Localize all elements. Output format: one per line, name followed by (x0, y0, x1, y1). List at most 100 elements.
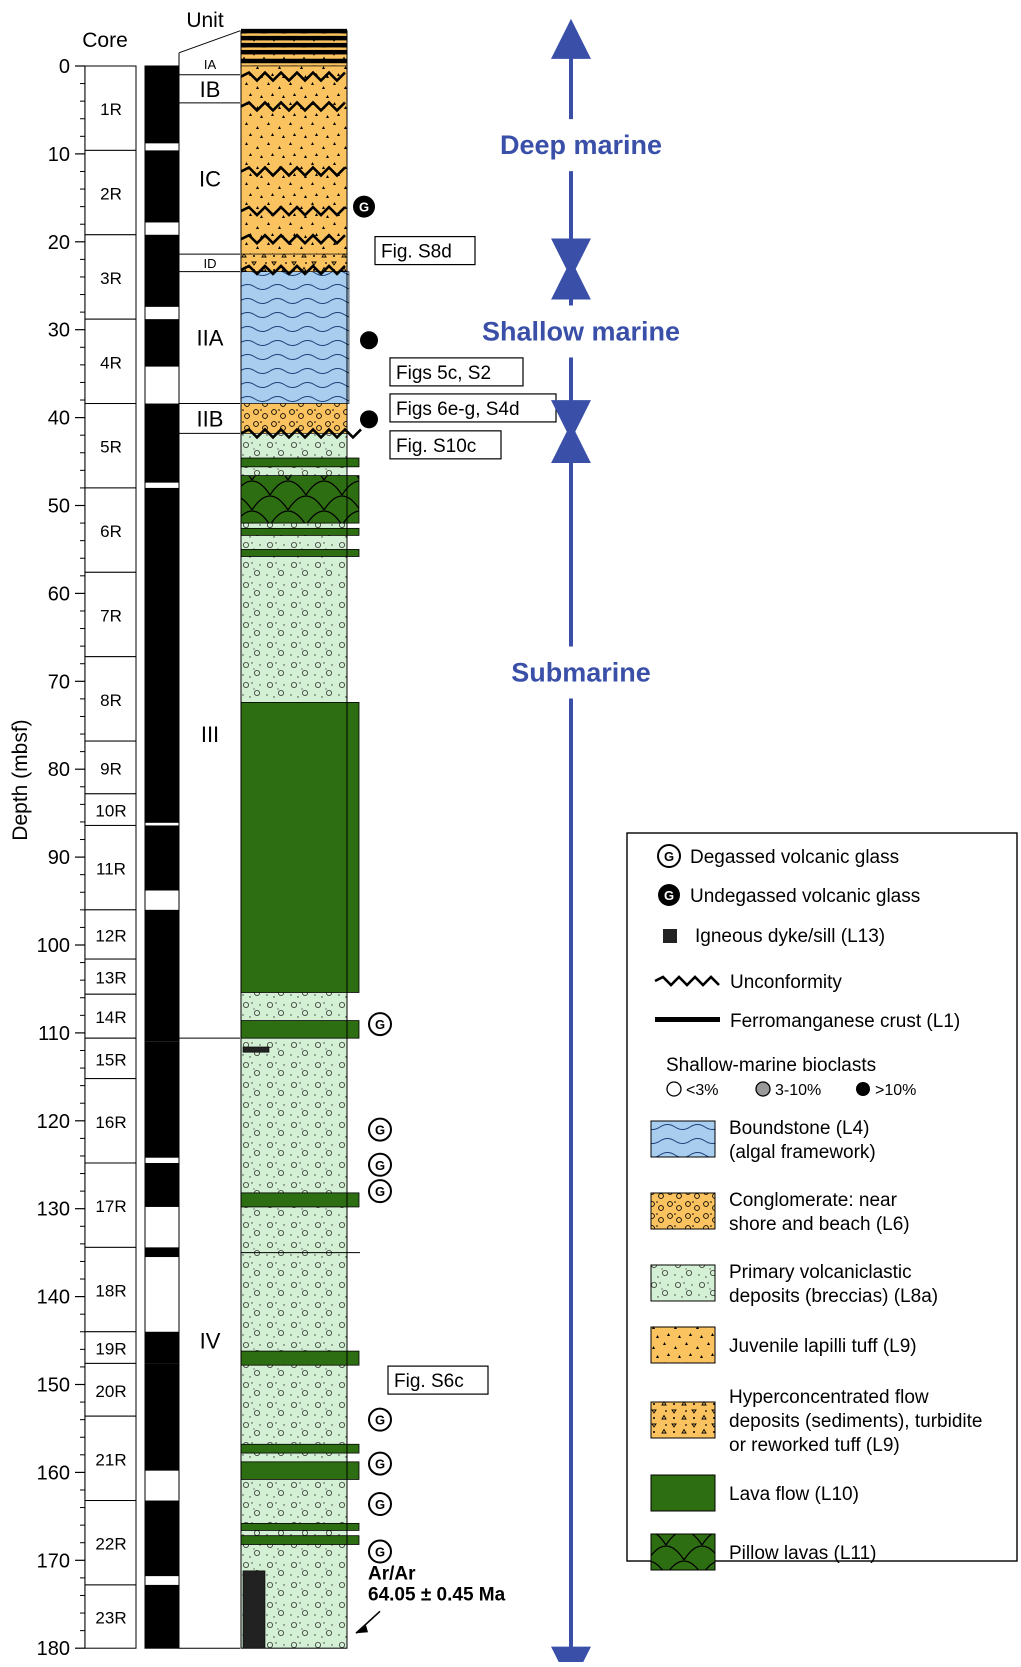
core-box-20R (84, 1362, 137, 1417)
core-box-8R (84, 656, 137, 742)
legend-bio-high-label: >10% (875, 1082, 916, 1099)
figure-ref-label: Figs 6e-g, S4d (396, 399, 520, 420)
lithology-lava-bed (240, 1535, 360, 1545)
age-value-label: 64.05 ± 0.45 Ma (368, 1585, 506, 1606)
legend-unconformity-symbol (654, 975, 720, 987)
unconformity-line (240, 264, 346, 276)
legend-bio-mid-label: 3-10% (775, 1082, 821, 1099)
depth-tick-label-0: 0 (59, 56, 70, 78)
core-box-1R (84, 65, 137, 151)
environment-range: Deep marine (500, 18, 662, 279)
recovered-interval (145, 825, 179, 891)
recovered-interval (145, 1500, 179, 1577)
ferromanganese-crust (241, 58, 347, 64)
glass-letter: G (375, 1017, 385, 1032)
legend-dyke-symbol (663, 929, 677, 943)
core-box-15R (84, 1037, 137, 1080)
core-label-3R: 3R (100, 269, 122, 288)
unit-label-IV: IV (200, 1329, 221, 1354)
figure-ref-frame (374, 235, 476, 266)
ferromanganese-crust (241, 42, 347, 48)
unconformity-line (240, 233, 346, 246)
lithology-lava-bed (240, 1522, 360, 1531)
figure-ref-frame (387, 1365, 489, 1395)
core-box-4R (84, 318, 137, 405)
legend-dyke-label: Igneous dyke/sill (L13) (695, 926, 885, 947)
depth-tick-label-90: 90 (48, 847, 70, 869)
degassed-glass-marker: G (368, 1451, 392, 1476)
lithology-lava-bed (240, 549, 360, 557)
glass-letter: G (375, 1497, 385, 1512)
environment-range: Submarine (511, 423, 651, 1667)
recovered-interval (145, 1162, 179, 1207)
core-label-16R: 16R (95, 1113, 126, 1132)
legend-bio-low-label: <3% (686, 1082, 718, 1099)
core-label-18R: 18R (95, 1282, 126, 1301)
legend-boundstone-swatch (650, 1120, 716, 1158)
recovered-interval (145, 150, 179, 223)
environment-label: Submarine (511, 658, 651, 688)
glass-ring (368, 1117, 392, 1142)
core-box-11R (84, 824, 137, 911)
lithology-lava-bed (240, 1020, 360, 1039)
core-label-13R: 13R (95, 969, 126, 988)
core-box-13R (84, 958, 137, 995)
legend-undegassed-symbol: G (658, 884, 680, 906)
glass-ring (368, 1407, 392, 1432)
core-box-10R (84, 793, 137, 826)
legend-hyper-swatch (650, 1401, 716, 1439)
age-method-label: Ar/Ar (368, 1564, 416, 1585)
depth-tick-label-60: 60 (48, 583, 70, 605)
figure-ref-box: Fig. S6c (387, 1365, 489, 1395)
figure-ref-box: Figs 6e-g, S4d (389, 393, 557, 423)
depth-axis-label: Depth (mbsf) (9, 719, 32, 840)
environment-label: Deep marine (500, 130, 662, 160)
depth-tick-label-80: 80 (48, 759, 70, 781)
ferromanganese-crust (241, 28, 347, 34)
legend-lapilli-swatch (650, 1326, 716, 1364)
unconformity-line (240, 165, 346, 178)
age-pointer-head (356, 1625, 368, 1634)
unconformity-line (240, 70, 346, 83)
recovered-interval (145, 1331, 179, 1364)
core-label-2R: 2R (100, 185, 122, 204)
legend-pillow-swatch (650, 1533, 716, 1571)
legend-bio-high-symbol (856, 1082, 870, 1096)
core-box-3R (84, 234, 137, 320)
lithology-lava-bed (240, 457, 360, 468)
glass-letter: G (375, 1184, 385, 1199)
figure-ref-label: Fig. S10c (396, 436, 476, 457)
age-pointer-line (355, 1610, 381, 1634)
core-label-10R: 10R (95, 802, 126, 821)
core-label-4R: 4R (100, 353, 122, 372)
core-box-16R (84, 1078, 137, 1164)
depth-tick-label-40: 40 (48, 408, 70, 430)
legend-undegassed-label: Undegassed volcanic glass (690, 886, 920, 907)
recovered-interval (145, 319, 179, 367)
core-box-7R (84, 571, 137, 658)
core-label-15R: 15R (95, 1050, 126, 1069)
unit-header: Unit (186, 9, 224, 32)
legend-boundstone-label: Boundstone (L4) (729, 1118, 870, 1139)
legend-conglomerate-swatch (650, 1192, 716, 1230)
legend: Degassed volcanic glass Undegassed volcan… (626, 832, 1018, 1571)
undegassed-glass-marker: G (353, 195, 375, 218)
legend-hyper-label: Hyperconcentrated flow (729, 1387, 929, 1408)
core-label-20R: 20R (95, 1382, 126, 1401)
legend-breccia-label: deposits (breccias) (L8a) (729, 1286, 938, 1307)
depth-tick-label-20: 20 (48, 232, 70, 254)
degassed-glass-marker: G (368, 1012, 392, 1037)
legend-degassed-symbol: G (657, 844, 681, 868)
core-box-17R (84, 1162, 137, 1248)
core-box-9R (84, 740, 137, 795)
depth-tick-label-130: 130 (37, 1199, 70, 1221)
figure-ref-label: Fig. S8d (381, 242, 452, 263)
recovered-interval (145, 66, 179, 144)
core-label-14R: 14R (95, 1008, 126, 1027)
figure-ref-box: Figs 5c, S2 (389, 357, 524, 387)
core-label-8R: 8R (100, 691, 122, 710)
core-box-18R (84, 1246, 137, 1333)
legend-lapilli-label: Juvenile lapilli tuff (L9) (729, 1336, 917, 1357)
